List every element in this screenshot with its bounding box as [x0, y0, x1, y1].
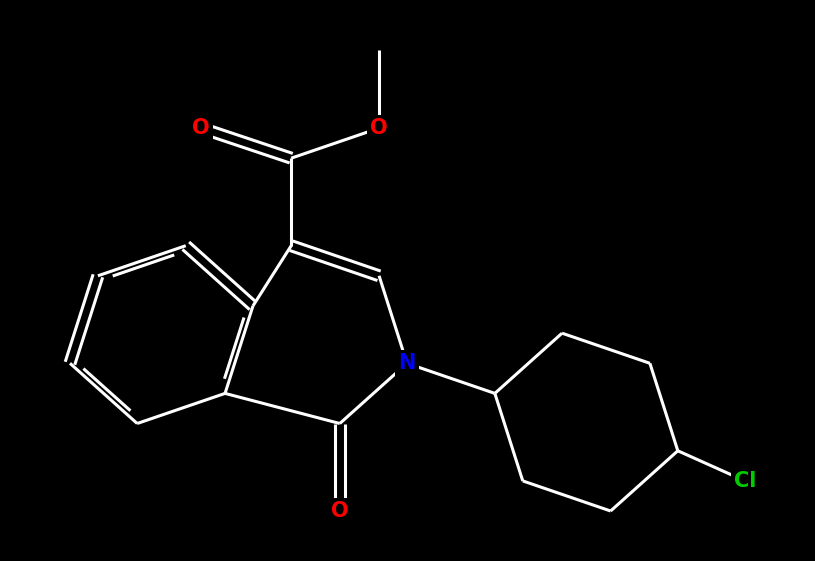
- Text: O: O: [331, 501, 349, 521]
- Text: N: N: [399, 353, 416, 373]
- Text: Cl: Cl: [734, 471, 756, 491]
- Text: O: O: [192, 118, 210, 138]
- Text: O: O: [370, 118, 388, 138]
